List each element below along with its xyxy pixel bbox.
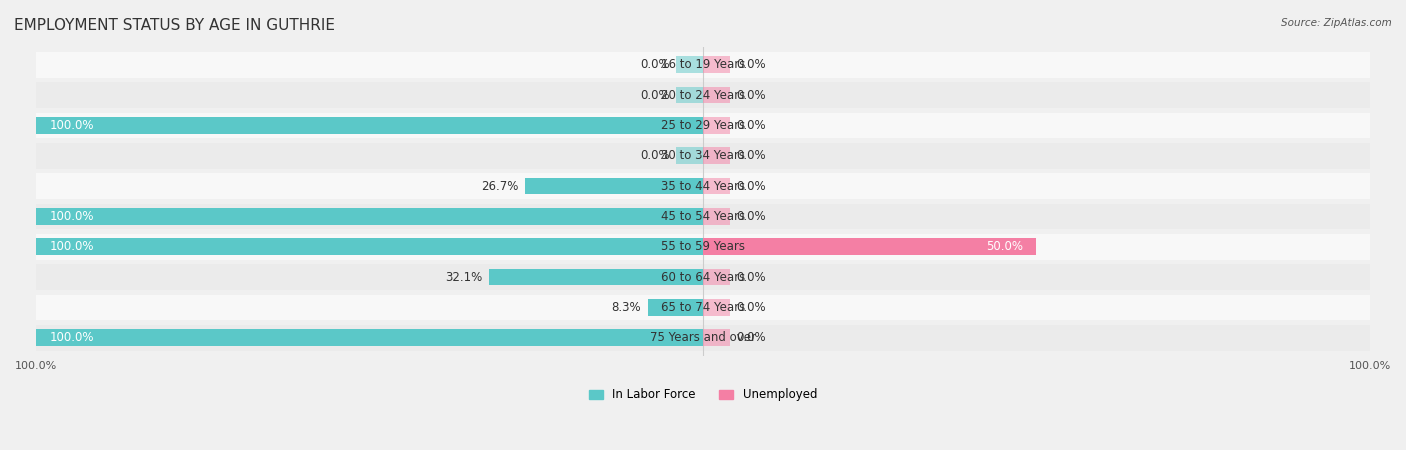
Text: 100.0%: 100.0% xyxy=(49,210,94,223)
Text: 32.1%: 32.1% xyxy=(446,270,482,284)
Text: 50.0%: 50.0% xyxy=(986,240,1024,253)
Text: 55 to 59 Years: 55 to 59 Years xyxy=(661,240,745,253)
Text: 35 to 44 Years: 35 to 44 Years xyxy=(661,180,745,193)
Bar xyxy=(703,56,730,73)
Bar xyxy=(37,112,1369,138)
Text: 25 to 29 Years: 25 to 29 Years xyxy=(661,119,745,132)
Bar xyxy=(37,52,1369,77)
Text: 0.0%: 0.0% xyxy=(737,119,766,132)
Bar xyxy=(37,203,1369,230)
Bar xyxy=(703,238,1036,255)
Text: 100.0%: 100.0% xyxy=(49,331,94,344)
Text: 0.0%: 0.0% xyxy=(737,180,766,193)
Text: Source: ZipAtlas.com: Source: ZipAtlas.com xyxy=(1281,18,1392,28)
Bar xyxy=(676,56,703,73)
Bar xyxy=(37,208,703,225)
Text: 0.0%: 0.0% xyxy=(737,210,766,223)
Legend: In Labor Force, Unemployed: In Labor Force, Unemployed xyxy=(583,383,823,406)
Text: 65 to 74 Years: 65 to 74 Years xyxy=(661,301,745,314)
Text: 0.0%: 0.0% xyxy=(737,149,766,162)
Text: 0.0%: 0.0% xyxy=(640,149,669,162)
Text: 45 to 54 Years: 45 to 54 Years xyxy=(661,210,745,223)
Text: 26.7%: 26.7% xyxy=(481,180,519,193)
Bar xyxy=(489,269,703,285)
Bar xyxy=(37,143,1369,169)
Bar xyxy=(703,87,730,104)
Bar xyxy=(703,299,730,316)
Text: 16 to 19 Years: 16 to 19 Years xyxy=(661,58,745,71)
Text: 0.0%: 0.0% xyxy=(737,331,766,344)
Bar xyxy=(37,117,703,134)
Text: 0.0%: 0.0% xyxy=(737,58,766,71)
Text: 30 to 34 Years: 30 to 34 Years xyxy=(661,149,745,162)
Text: 0.0%: 0.0% xyxy=(737,270,766,284)
Text: 20 to 24 Years: 20 to 24 Years xyxy=(661,89,745,102)
Bar xyxy=(703,117,730,134)
Bar xyxy=(37,173,1369,199)
Text: 60 to 64 Years: 60 to 64 Years xyxy=(661,270,745,284)
Text: 0.0%: 0.0% xyxy=(737,89,766,102)
Text: 100.0%: 100.0% xyxy=(49,240,94,253)
Bar xyxy=(37,329,703,346)
Bar xyxy=(676,148,703,164)
Text: 8.3%: 8.3% xyxy=(612,301,641,314)
Text: 100.0%: 100.0% xyxy=(49,119,94,132)
Bar xyxy=(37,295,1369,320)
Text: 0.0%: 0.0% xyxy=(640,58,669,71)
Bar xyxy=(37,264,1369,290)
Bar xyxy=(37,234,1369,260)
Bar xyxy=(703,329,730,346)
Bar xyxy=(703,269,730,285)
Bar xyxy=(703,148,730,164)
Bar xyxy=(703,208,730,225)
Bar xyxy=(648,299,703,316)
Text: 75 Years and over: 75 Years and over xyxy=(650,331,756,344)
Text: 0.0%: 0.0% xyxy=(640,89,669,102)
Text: 0.0%: 0.0% xyxy=(737,301,766,314)
Bar xyxy=(524,178,703,194)
Bar xyxy=(37,82,1369,108)
Bar xyxy=(676,87,703,104)
Bar xyxy=(37,325,1369,351)
Text: EMPLOYMENT STATUS BY AGE IN GUTHRIE: EMPLOYMENT STATUS BY AGE IN GUTHRIE xyxy=(14,18,335,33)
Bar xyxy=(37,238,703,255)
Bar xyxy=(703,178,730,194)
